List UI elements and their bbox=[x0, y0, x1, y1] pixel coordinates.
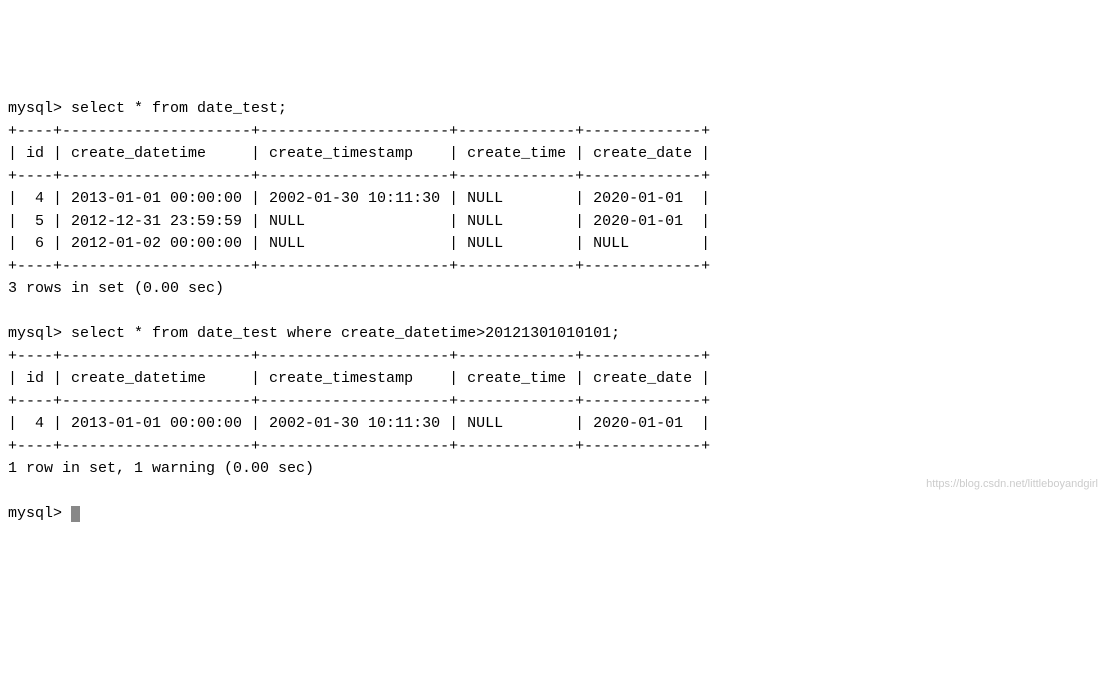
prompt: mysql> bbox=[8, 100, 71, 117]
cursor-icon[interactable] bbox=[71, 506, 80, 522]
table-border: +----+---------------------+------------… bbox=[8, 438, 710, 455]
result-message: 3 rows in set (0.00 sec) bbox=[8, 280, 224, 297]
table-border: +----+---------------------+------------… bbox=[8, 393, 710, 410]
table-row: | 4 | 2013-01-01 00:00:00 | 2002-01-30 1… bbox=[8, 190, 710, 207]
prompt: mysql> bbox=[8, 505, 71, 522]
sql-query-2: select * from date_test where create_dat… bbox=[71, 325, 620, 342]
table-border: +----+---------------------+------------… bbox=[8, 168, 710, 185]
terminal-output: mysql> select * from date_test; +----+--… bbox=[8, 98, 1102, 526]
table-border: +----+---------------------+------------… bbox=[8, 348, 710, 365]
table-row: | 5 | 2012-12-31 23:59:59 | NULL | NULL … bbox=[8, 213, 710, 230]
table-header: | id | create_datetime | create_timestam… bbox=[8, 370, 710, 387]
table-row: | 6 | 2012-01-02 00:00:00 | NULL | NULL … bbox=[8, 235, 710, 252]
table-header: | id | create_datetime | create_timestam… bbox=[8, 145, 710, 162]
result-message: 1 row in set, 1 warning (0.00 sec) bbox=[8, 460, 314, 477]
sql-query-1: select * from date_test; bbox=[71, 100, 287, 117]
table-border: +----+---------------------+------------… bbox=[8, 123, 710, 140]
table-border: +----+---------------------+------------… bbox=[8, 258, 710, 275]
prompt: mysql> bbox=[8, 325, 71, 342]
watermark-text: https://blog.csdn.net/littleboyandgirl bbox=[926, 476, 1098, 493]
table-row: | 4 | 2013-01-01 00:00:00 | 2002-01-30 1… bbox=[8, 415, 710, 432]
